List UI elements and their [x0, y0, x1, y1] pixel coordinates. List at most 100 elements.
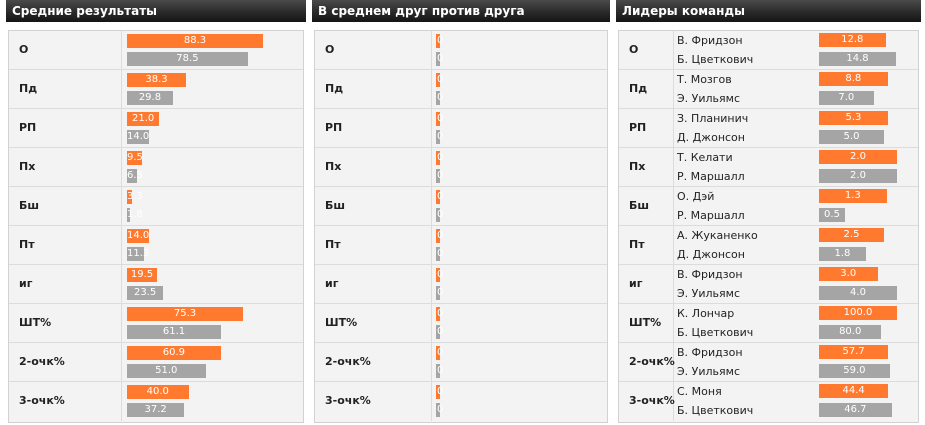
stat-label: иг — [619, 265, 674, 303]
stat-label: Пт — [315, 226, 432, 264]
away-value-bar: 11.3 — [127, 247, 150, 261]
home-bar-track: 0 — [436, 112, 476, 128]
home-player-name: Т. Мозгов — [677, 73, 732, 86]
stat-label: Бш — [315, 187, 432, 225]
stat-row: Бш 0 0 — [315, 187, 607, 226]
stat-label: Пд — [9, 70, 122, 108]
home-value-bar: 0 — [436, 151, 444, 165]
away-value-bar: 0 — [436, 286, 444, 300]
away-value-bar: 29.8 — [127, 91, 173, 105]
home-player-name: О. Дэй — [677, 190, 715, 203]
away-value-bar: 14.8 — [819, 52, 896, 66]
home-value-bar: 0 — [436, 112, 444, 126]
stat-row: Пт 0 0 — [315, 226, 607, 265]
home-value-bar: 3.3 — [127, 190, 143, 204]
stat-label: Пх — [315, 148, 432, 186]
home-bar-track: 14.0 — [127, 229, 281, 245]
away-value-bar: 23.5 — [127, 286, 164, 300]
home-bar-track: 1.3 — [819, 189, 897, 205]
away-bar-track: 29.8 — [127, 91, 281, 107]
stat-row: Бш 3.3 1.8 — [9, 187, 303, 226]
away-bar-track: 6.5 — [127, 169, 281, 185]
away-value-bar: 0 — [436, 208, 444, 222]
stat-row: О 88.3 78.5 — [9, 31, 303, 70]
home-value-bar: 0 — [436, 307, 444, 321]
away-bar-track: 37.2 — [127, 403, 281, 419]
stat-row: 3-очк% 40.0 37.2 — [9, 382, 303, 421]
away-bar-track: 78.5 — [127, 52, 281, 68]
away-value-bar: 0 — [436, 91, 444, 105]
stat-row: Пт 14.0 11.3 — [9, 226, 303, 265]
leaders-panel: Лидеры команды О В. Фридзон 12.8 Б. Цветков… — [616, 0, 921, 425]
away-bar-track: 0 — [436, 325, 476, 341]
away-bar-track: 1.8 — [819, 247, 897, 263]
away-bar-track: 0 — [436, 364, 476, 380]
home-value-bar: 40.0 — [127, 385, 189, 399]
stat-row: Пх 9.5 6.5 — [9, 148, 303, 187]
stat-row: ШТ% 0 0 — [315, 304, 607, 343]
home-value-bar: 9.5 — [127, 151, 143, 165]
home-bar-track: 0 — [436, 229, 476, 245]
home-value-bar: 0 — [436, 229, 444, 243]
away-bar-track: 1.8 — [127, 208, 281, 224]
away-bar-track: 2.0 — [819, 169, 897, 185]
away-bar-track: 0.5 — [819, 208, 897, 224]
stat-label: ШТ% — [9, 304, 122, 342]
home-bar-track: 40.0 — [127, 385, 281, 401]
away-value-bar: 78.5 — [127, 52, 248, 66]
home-bar-track: 19.5 — [127, 268, 281, 284]
away-bar-track: 14.8 — [819, 52, 897, 68]
leader-row: 3-очк% С. Моня 44.4 Б. Цветкович 46.7 — [619, 382, 918, 421]
stat-label: 3-очк% — [315, 382, 432, 421]
home-bar-track: 0 — [436, 190, 476, 206]
away-value-bar: 59.0 — [819, 364, 890, 378]
stat-label: 2-очк% — [9, 343, 122, 381]
home-bar-track: 88.3 — [127, 34, 281, 50]
stat-label: ШТ% — [315, 304, 432, 342]
leader-row: Пх Т. Келати 2.0 Р. Маршалл 2.0 — [619, 148, 918, 187]
stat-label: Пт — [9, 226, 122, 264]
stat-label: ШТ% — [619, 304, 674, 342]
home-bar-track: 0 — [436, 268, 476, 284]
home-value-bar: 19.5 — [127, 268, 158, 282]
home-value-bar: 3.0 — [819, 267, 878, 281]
head-to-head-panel-body: О 0 0 Пд 0 0 РП 0 0 Пх 0 0 Бш 0 0 Пт 0 0 иг 0 0 ШТ% 0 0 2-очк% 0 0… — [314, 30, 608, 423]
stat-label: 2-очк% — [315, 343, 432, 381]
home-value-bar: 0 — [436, 268, 444, 282]
home-bar-track: 2.0 — [819, 150, 897, 166]
home-value-bar: 0 — [436, 190, 444, 204]
away-bar-track: 0 — [436, 403, 476, 419]
home-player-name: З. Планинич — [677, 112, 749, 125]
home-value-bar: 0 — [436, 34, 444, 48]
home-value-bar: 2.5 — [819, 228, 884, 242]
stat-label: Пд — [315, 70, 432, 108]
home-value-bar: 38.3 — [127, 73, 186, 87]
home-bar-track: 38.3 — [127, 73, 281, 89]
leader-row: РП З. Планинич 5.3 Д. Джонсон 5.0 — [619, 109, 918, 148]
home-value-bar: 21.0 — [127, 112, 160, 126]
stat-label: 2-очк% — [619, 343, 675, 381]
away-value-bar: 0 — [436, 325, 444, 339]
leader-row: иг В. Фридзон 3.0 Э. Уильямс 4.0 — [619, 265, 918, 304]
away-player-name: Д. Джонсон — [677, 131, 745, 144]
head-to-head-panel-title: В среднем друг против друга — [312, 0, 610, 22]
stat-label: Пх — [9, 148, 122, 186]
away-value-bar: 0 — [436, 130, 444, 144]
leader-row: Пд Т. Мозгов 8.8 Э. Уильямс 7.0 — [619, 70, 918, 109]
stat-row: 2-очк% 0 0 — [315, 343, 607, 382]
away-bar-track: 4.0 — [819, 286, 897, 302]
home-bar-track: 0 — [436, 34, 476, 50]
away-value-bar: 14.0 — [127, 130, 150, 144]
away-bar-track: 7.0 — [819, 91, 897, 107]
away-bar-track: 0 — [436, 286, 476, 302]
away-player-name: Б. Цветкович — [677, 53, 754, 66]
home-bar-track: 12.8 — [819, 33, 897, 49]
home-player-name: В. Фридзон — [677, 34, 743, 47]
stat-row: 2-очк% 60.9 51.0 — [9, 343, 303, 382]
stat-label: РП — [315, 109, 432, 147]
stat-label: 3-очк% — [619, 382, 675, 421]
away-bar-track: 0 — [436, 169, 476, 185]
away-value-bar: 4.0 — [819, 286, 897, 300]
away-player-name: Э. Уильямс — [677, 365, 741, 378]
home-value-bar: 57.7 — [819, 345, 889, 359]
